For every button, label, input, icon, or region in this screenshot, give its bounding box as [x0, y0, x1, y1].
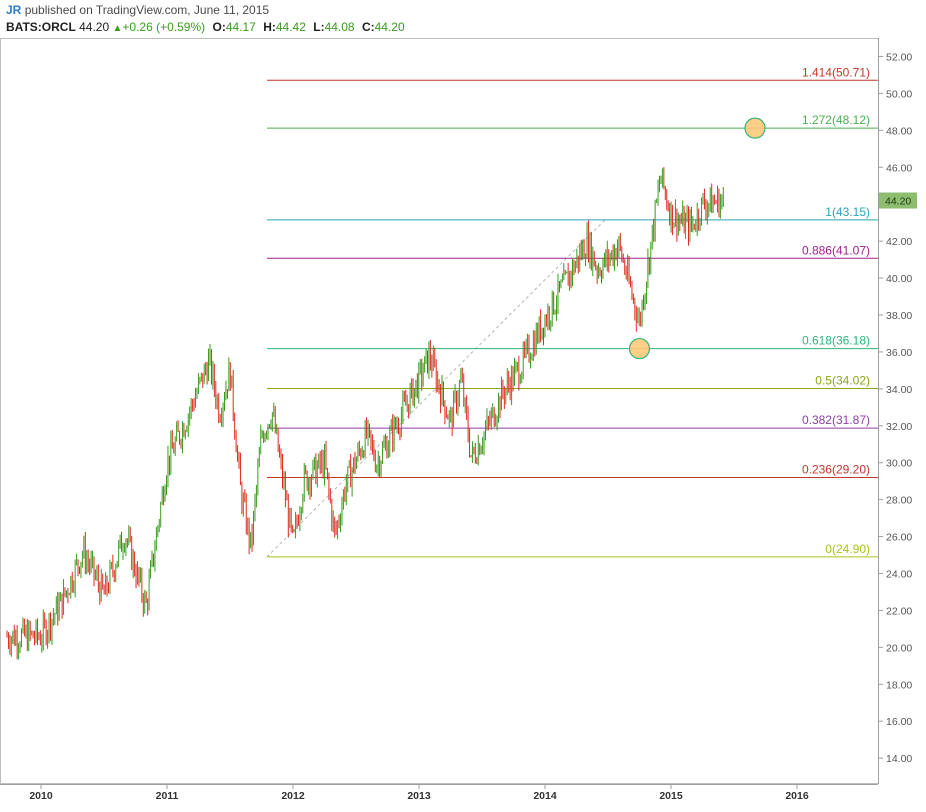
last-price: 44.20 [79, 20, 110, 34]
time-tick-label: 2014 [533, 790, 557, 802]
last-price-tag-label: 44.20 [885, 195, 911, 207]
price-axis[interactable]: 14.00 16.00 18.00 20.00 22.00 24.00 26.00 28.00… [878, 51, 912, 765]
price-tick-label: 32.00 [886, 421, 912, 433]
up-arrow-icon: ▲ [112, 23, 123, 34]
price-tick-label: 36.00 [886, 347, 912, 359]
target-circle [628, 337, 651, 360]
price-tick-label: 34.00 [886, 384, 912, 396]
price-tick-label: 26.00 [886, 532, 912, 544]
target-circle [744, 117, 766, 139]
time-tick-label: 2015 [659, 790, 683, 802]
quote-line: BATS:ORCL 44.20 ▲+0.26 (+0.59%) O:44.17 … [6, 19, 906, 37]
open-value: 44.17 [225, 20, 256, 34]
low-value: 44.08 [324, 20, 355, 34]
high-label: H: [263, 20, 276, 34]
fib-level-label: 1.414(50.71) [802, 65, 870, 79]
time-tick-label: 2010 [29, 790, 53, 802]
price-tick-label: 24.00 [886, 568, 912, 580]
published-text: published on TradingView.com, June 11, 2… [24, 3, 270, 17]
price-tick-label: 14.00 [886, 753, 912, 765]
price-tick-label: 42.00 [886, 236, 912, 248]
last-price-tag: 44.20 [879, 192, 917, 209]
plot-frame [0, 38, 879, 784]
price-tick-label: 52.00 [886, 51, 912, 63]
fib-trend-line [266, 219, 606, 558]
time-tick-label: 2016 [785, 790, 809, 802]
candlestick-series [6, 167, 724, 660]
price-tick-label: 38.00 [886, 310, 912, 322]
fib-level-label: 0.382(31.87) [802, 413, 870, 427]
price-tick-label: 50.00 [886, 88, 912, 100]
time-axis[interactable]: 2010 2011 2012 2013 2014 2015 2016 [29, 784, 809, 802]
price-tick-label: 48.00 [886, 125, 912, 137]
time-tick-label: 2013 [407, 790, 431, 802]
fibonacci-levels[interactable]: 1.414(50.71) 1.272(48.12) 1(43.15) 0.886(41… [267, 65, 878, 558]
close-value: 44.20 [374, 20, 405, 34]
time-tick-label: 2011 [156, 790, 179, 802]
price-change: +0.26 (+0.59%) [122, 20, 206, 34]
symbol: BATS:ORCL [6, 20, 76, 34]
author-link[interactable]: JR [6, 3, 22, 17]
fib-level-label: 0.618(36.18) [802, 334, 870, 348]
price-tick-label: 22.00 [886, 605, 912, 617]
fib-level-label: 0(24.90) [825, 542, 870, 556]
close-label: C: [361, 20, 375, 34]
fib-level-label: 1(43.15) [825, 205, 870, 219]
time-tick-label: 2012 [281, 790, 305, 802]
price-tick-label: 18.00 [886, 679, 912, 691]
target-markers [628, 117, 766, 360]
price-tick-label: 20.00 [886, 642, 912, 654]
fib-trendline [266, 219, 606, 558]
last-price-tag-bg [879, 192, 917, 209]
chart-header: JR published on TradingView.com, June 11… [6, 2, 906, 37]
fib-level-label: 0.5(34.02) [815, 373, 870, 387]
price-tick-label: 30.00 [886, 458, 912, 470]
high-value: 44.42 [275, 20, 306, 34]
price-tick-label: 28.00 [886, 495, 912, 507]
open-label: O: [212, 20, 226, 34]
low-label: L: [313, 20, 325, 34]
fib-level-label: 0.236(29.20) [802, 462, 870, 476]
publish-line: JR published on TradingView.com, June 11… [6, 2, 906, 19]
fib-level-label: 1.272(48.12) [802, 113, 870, 127]
price-tick-label: 40.00 [886, 273, 912, 285]
price-tick-label: 16.00 [886, 716, 912, 728]
fib-level-label: 0.886(41.07) [802, 243, 870, 257]
price-tick-label: 46.00 [886, 162, 912, 174]
